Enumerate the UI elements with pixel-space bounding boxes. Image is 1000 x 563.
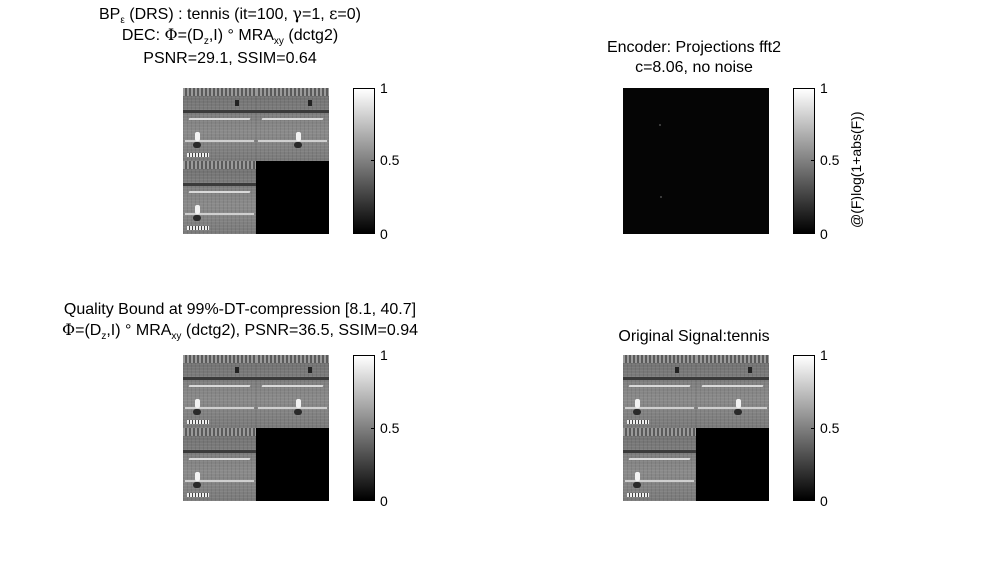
colorbar-ylabel: @(F)log(1+abs(F)) [848,111,864,228]
colorbar-tick-label: 1 [820,80,828,96]
colorbar-tick-label: 1 [380,347,388,363]
tile [256,88,329,161]
tile [183,161,256,234]
colorbar-tick-label: 0 [380,226,388,242]
colorbar-tick-label: 0 [820,493,828,509]
colorbar-tick-label: 0.5 [380,420,400,436]
bottom-right-title: Original Signal:tennis [544,327,844,347]
bottom-left-image [183,355,329,501]
tile [183,88,256,161]
tile [183,355,256,428]
top-left-title-line3: PSNR=29.1, SSIM=0.64 [143,50,317,67]
colorbar-tick-label: 0 [820,226,828,242]
tile [623,428,696,501]
colorbar-tick-label: 0 [380,493,388,509]
bottom-left-title: Quality Bound at 99%-DT-compression [8.1… [20,300,460,342]
colorbar-tick-label: 1 [380,80,388,96]
top-left-colorbar [353,88,375,234]
colorbar-tick-label: 0.5 [820,152,840,168]
top-left-image [183,88,329,234]
colorbar-tick-label: 0.5 [380,152,400,168]
colorbar-tick-label: 1 [820,347,828,363]
bottom-left-title-line2: Φ=(Dz,I) ° MRAxy (dctg2), PSNR=36.5, SSI… [62,320,418,342]
top-right-image [623,88,769,234]
bottom-right-image [623,355,769,501]
top-left-title-line1: BPε (DRS) : tennis (it=100, γ=1, ε=0) [98,4,361,26]
top-right-title-line1: Encoder: Projections fft2 [606,39,782,56]
tile [696,355,769,428]
top-left-title: BPε (DRS) : tennis (it=100, γ=1, ε=0) DE… [60,4,400,69]
tile [183,428,256,501]
tile [256,355,329,428]
top-right-title-line2: c=8.06, no noise [635,59,753,76]
bottom-right-title-line1: Original Signal:tennis [618,328,770,345]
top-right-colorbar [793,88,815,234]
tile [623,355,696,428]
bottom-left-title-line1: Quality Bound at 99%-DT-compression [8.1… [63,301,417,318]
top-left-title-line2: DEC: Φ=(Dz,I) ° MRAxy (dctg2) [121,25,339,47]
colorbar-tick-label: 0.5 [820,420,840,436]
top-right-title: Encoder: Projections fft2 c=8.06, no noi… [544,38,844,78]
